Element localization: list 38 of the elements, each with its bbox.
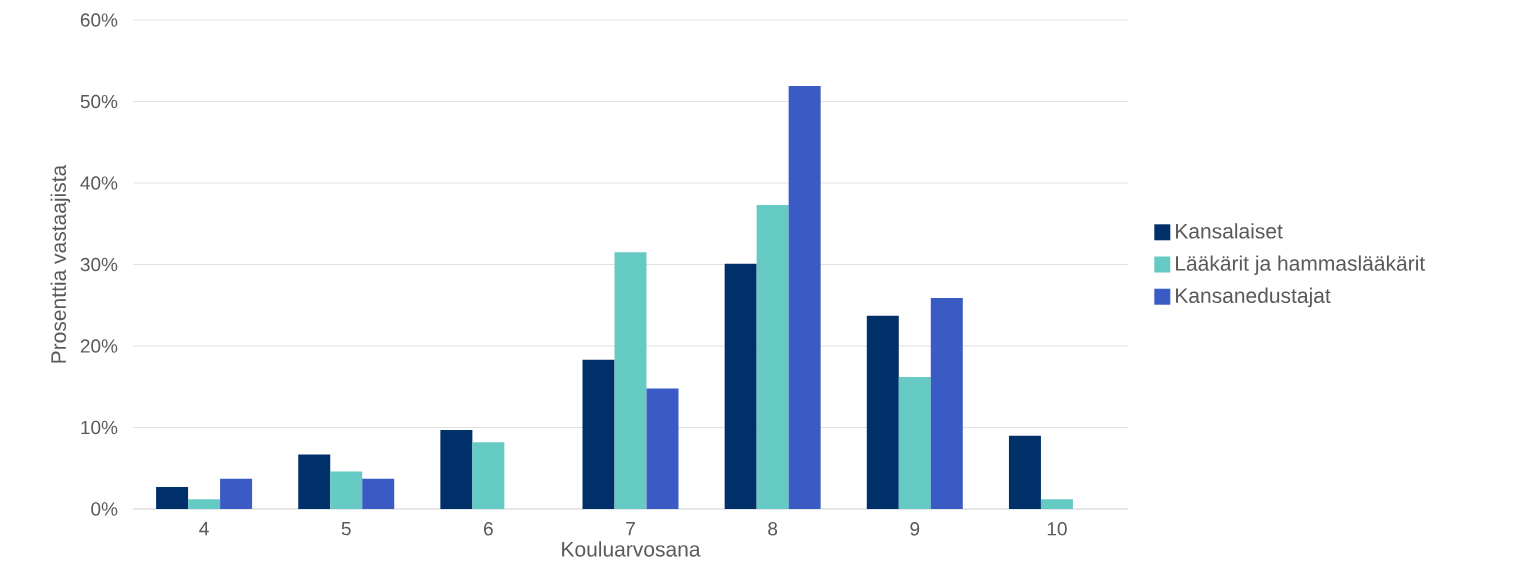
bar: [156, 486, 189, 509]
x-tick-label: 6: [484, 522, 493, 536]
y-tick-label: 20%: [80, 339, 118, 353]
bar: [582, 359, 615, 509]
bar: [440, 429, 473, 509]
bar: [646, 388, 679, 509]
bar: [220, 478, 253, 509]
y-tick-label: 30%: [80, 257, 118, 272]
bar: [188, 499, 221, 509]
bar: [1008, 435, 1041, 509]
y-tick-label: 40%: [80, 176, 118, 190]
y-tick-label: 60%: [80, 13, 118, 27]
y-tick-label: 50%: [80, 94, 118, 109]
bar: [788, 86, 821, 509]
bar: [614, 252, 647, 509]
x-tick-label: 4: [199, 522, 209, 536]
x-axis-title: Kouluarvosana: [562, 541, 701, 557]
bar: [330, 471, 363, 509]
bar: [866, 315, 899, 509]
legend-label: Lääkärit ja hammaslääkärit: [1176, 255, 1426, 275]
x-tick-label: 9: [910, 522, 920, 536]
x-tick-label: 7: [626, 522, 635, 536]
y-axis-title: Prosenttia vastaajista: [50, 164, 71, 363]
x-tick-label: 5: [341, 522, 351, 536]
bar: [898, 376, 931, 509]
bar: [362, 478, 395, 509]
legend-label: Kansalaiset: [1176, 223, 1283, 239]
y-tick-label: 10%: [81, 420, 118, 435]
bar: [472, 442, 505, 509]
bar: [724, 263, 757, 509]
legend-label: Kansanedustajat: [1176, 287, 1331, 308]
x-tick-label: 10: [1047, 522, 1067, 536]
bar: [298, 454, 331, 509]
y-tick-label: 0%: [91, 502, 118, 516]
bar: [1040, 499, 1073, 509]
x-tick-label: 8: [768, 522, 778, 536]
bar: [930, 297, 963, 509]
bar: [756, 205, 789, 509]
